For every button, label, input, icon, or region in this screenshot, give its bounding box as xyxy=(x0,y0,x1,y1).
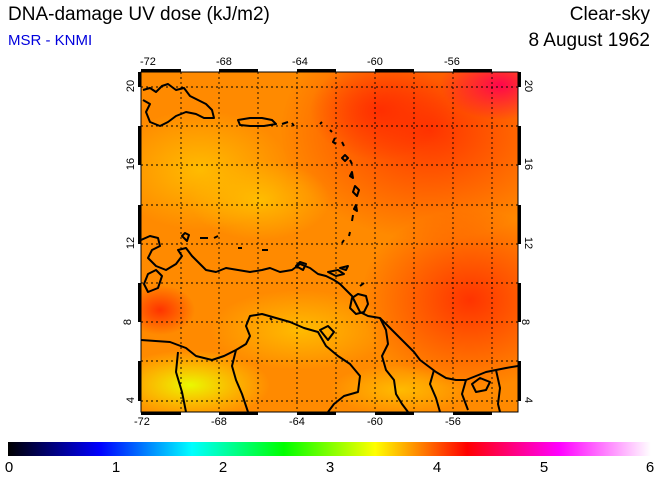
colorbar-label: 6 xyxy=(645,459,655,476)
colorbar-label: 3 xyxy=(325,459,335,476)
map-border-scale xyxy=(138,69,521,415)
lat-tick-right: 8 xyxy=(519,318,532,326)
lat-tick-right: 16 xyxy=(522,157,535,171)
uv-field xyxy=(141,72,518,412)
graticule xyxy=(141,72,518,412)
colorbar-label: 0 xyxy=(4,459,14,476)
lat-tick-left: 20 xyxy=(125,79,138,93)
sky-type-label: Clear-sky xyxy=(569,4,650,25)
source-label: MSR - KNMI xyxy=(8,32,93,49)
lat-tick-right: 20 xyxy=(522,79,535,93)
coastlines xyxy=(141,83,518,412)
colorbar-label: 2 xyxy=(218,459,228,476)
lon-tick-bottom: -60 xyxy=(367,416,383,428)
uv-dose-map xyxy=(138,69,521,415)
colorbar xyxy=(8,442,651,456)
lon-tick-top: -72 xyxy=(140,56,156,68)
date-label: 8 August 1962 xyxy=(528,30,651,51)
lat-tick-left: 4 xyxy=(125,396,138,404)
chart-title: DNA-damage UV dose (kJ/m2) xyxy=(8,4,270,25)
lon-tick-bottom: -64 xyxy=(289,416,305,428)
lon-tick-bottom: -56 xyxy=(445,416,461,428)
lat-tick-right: 12 xyxy=(522,236,535,250)
lon-tick-top: -56 xyxy=(444,56,460,68)
lat-tick-left: 8 xyxy=(122,318,135,326)
lon-tick-top: -68 xyxy=(216,56,232,68)
colorbar-label: 1 xyxy=(111,459,121,476)
lat-tick-left: 12 xyxy=(125,236,138,250)
lon-tick-top: -64 xyxy=(292,56,308,68)
colorbar-label: 4 xyxy=(432,459,442,476)
colorbar-label: 5 xyxy=(539,459,549,476)
lon-tick-bottom: -72 xyxy=(134,416,150,428)
lon-tick-top: -60 xyxy=(367,56,383,68)
lon-tick-bottom: -68 xyxy=(211,416,227,428)
lat-tick-right: 4 xyxy=(522,396,535,404)
lat-tick-left: 16 xyxy=(125,157,138,171)
